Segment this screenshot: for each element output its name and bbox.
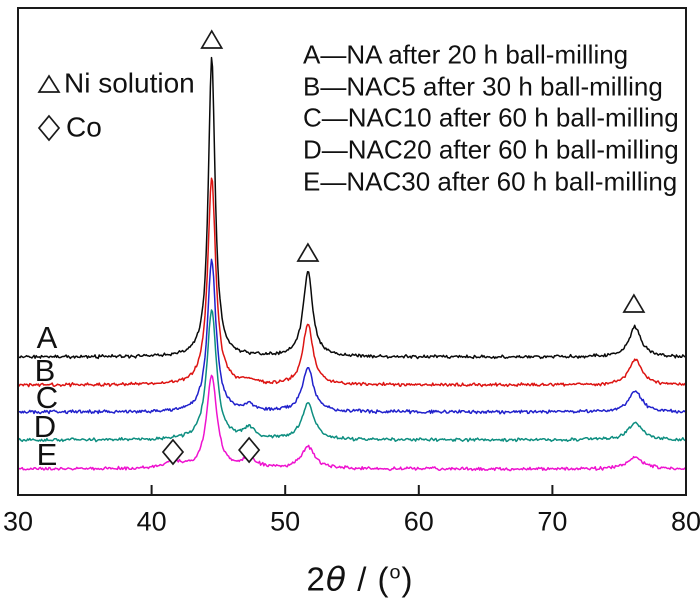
curve-label-d: D bbox=[33, 409, 57, 444]
curve-label-e: E bbox=[36, 437, 58, 472]
legend-item-a: A—NA after 20 h ball-milling bbox=[303, 39, 629, 70]
x-axis-title-num: 2 bbox=[306, 560, 326, 598]
legend-item-b: B—NAC5 after 30 h ball-milling bbox=[303, 71, 663, 102]
xrd-curve-C bbox=[19, 258, 685, 415]
curve-label-b: B bbox=[34, 353, 56, 388]
curve-label-a: A bbox=[36, 320, 58, 355]
x-tick-label: 80 bbox=[670, 506, 700, 537]
triangle-peak-marker bbox=[622, 293, 646, 313]
triangle-peak-marker bbox=[200, 29, 224, 49]
xrd-curve-E bbox=[19, 374, 685, 472]
triangle-icon bbox=[37, 74, 61, 93]
diamond-peak-marker bbox=[161, 438, 185, 466]
curve-label-c: C bbox=[35, 380, 59, 415]
x-axis-title-mid: / ( bbox=[347, 560, 390, 598]
xrd-curve-B bbox=[19, 177, 685, 388]
legend-item-d: D—NAC20 after 60 h ball-milling bbox=[303, 134, 679, 165]
x-tick-label: 30 bbox=[2, 506, 34, 537]
xrd-curve-A bbox=[19, 56, 685, 360]
x-tick-label: 50 bbox=[270, 506, 301, 537]
x-axis-title-theta: θ bbox=[325, 559, 348, 599]
legend-item-e: E—NAC30 after 60 h ball-milling bbox=[303, 166, 678, 197]
plot-border bbox=[17, 7, 687, 496]
triangle-peak-marker bbox=[296, 242, 320, 262]
x-tick-label: 70 bbox=[537, 506, 568, 537]
x-axis-title-degree: o bbox=[389, 561, 402, 584]
diamond-peak-marker bbox=[238, 436, 261, 464]
xrd-curve-D bbox=[19, 309, 685, 443]
phase-key-label-ni: Ni solution bbox=[64, 67, 195, 99]
x-tick-label: 40 bbox=[136, 506, 167, 537]
x-axis-title: 2θ / (o) bbox=[306, 560, 413, 599]
phase-key-label-co: Co bbox=[66, 111, 102, 143]
x-axis-title-end: ) bbox=[401, 560, 414, 598]
diamond-icon bbox=[37, 114, 61, 142]
legend-item-c: C—NAC10 after 60 h ball-milling bbox=[303, 102, 679, 133]
x-tick-label: 60 bbox=[403, 506, 434, 537]
